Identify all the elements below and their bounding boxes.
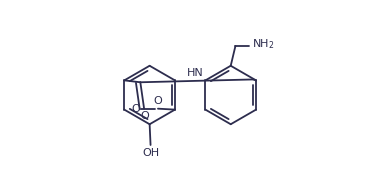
Text: OH: OH xyxy=(142,148,159,158)
Text: O: O xyxy=(154,96,163,106)
Text: HN: HN xyxy=(186,68,203,78)
Text: O: O xyxy=(131,104,140,114)
Text: NH$_2$: NH$_2$ xyxy=(252,37,275,51)
Text: O: O xyxy=(141,111,149,121)
